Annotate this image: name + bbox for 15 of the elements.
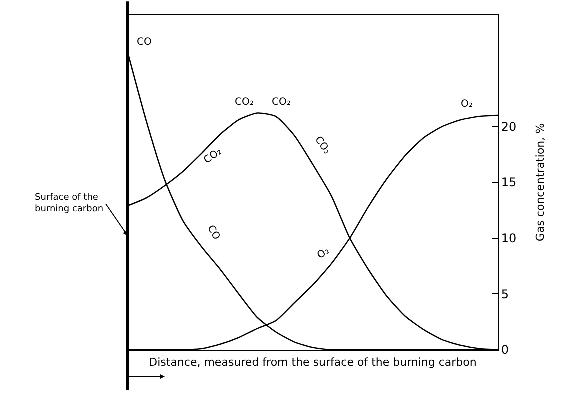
annotation: CO xyxy=(137,37,152,48)
y-axis-title: Gas concentration, % xyxy=(534,123,547,242)
text: Surface of the burning carbon xyxy=(35,193,104,215)
annotation: CO₂ xyxy=(272,97,291,108)
annotation: CO₂ xyxy=(235,97,254,108)
annotation: CO₂ xyxy=(202,146,224,166)
y-tick-label: 5 xyxy=(501,287,510,302)
y-tick-label: 15 xyxy=(501,176,517,190)
annotation: O₂ xyxy=(461,99,473,110)
y-tick-label: 20 xyxy=(501,120,517,134)
annotation: O₂ xyxy=(316,246,332,262)
y-tick-label: 0 xyxy=(501,343,510,358)
annotation: CO xyxy=(205,224,222,242)
x-axis-title: Distance, measured from the surface of the burning carbon xyxy=(149,356,477,370)
y-tick-label: 10 xyxy=(501,232,517,246)
